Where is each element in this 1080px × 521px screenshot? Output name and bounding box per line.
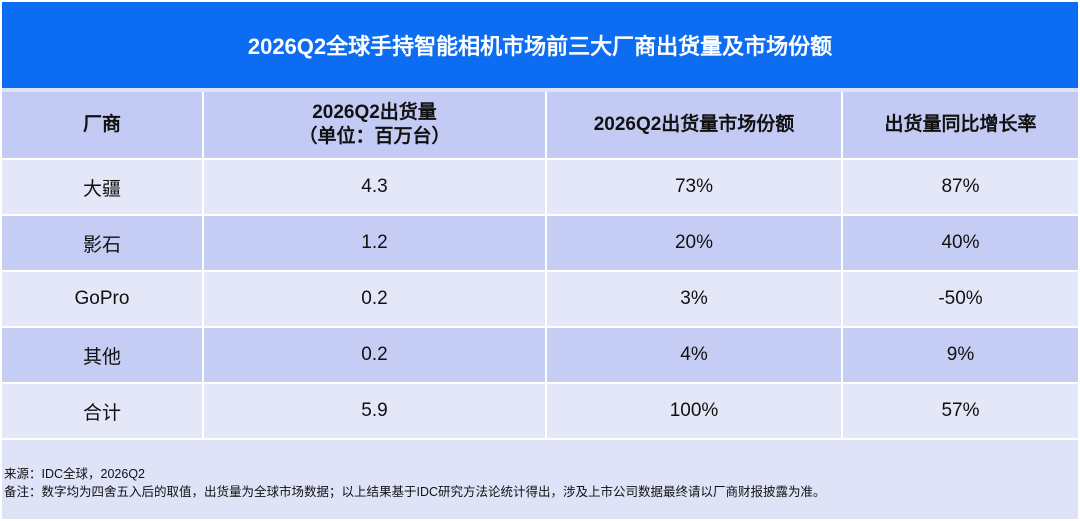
cell-share: 4% xyxy=(547,328,843,384)
table-row: GoPro 0.2 3% -50% xyxy=(2,272,1078,328)
table-title: 2026Q2全球手持智能相机市场前三大厂商出货量及市场份额 xyxy=(2,2,1078,88)
cell-vendor: 其他 xyxy=(2,328,204,384)
header-row: 厂商 2026Q2出货量 （单位：百万台） 2026Q2出货量市场份额 出货量同比… xyxy=(2,92,1078,160)
footer: 来源：IDC全球，2026Q2 备注：数字均为四舍五入后的取值，出货量为全球市场… xyxy=(4,465,1074,501)
table-row: 合计 5.9 100% 57% xyxy=(2,384,1078,440)
cell-growth: -50% xyxy=(843,272,1078,328)
table-row: 影石 1.2 20% 40% xyxy=(2,216,1078,272)
remark-note: 备注：数字均为四舍五入后的取值，出货量为全球市场数据；以上结果基于IDC研究方法… xyxy=(4,485,826,499)
cell-shipments: 5.9 xyxy=(204,384,547,440)
header-vendor: 厂商 xyxy=(2,92,204,160)
header-share: 2026Q2出货量市场份额 xyxy=(547,92,843,160)
table-row: 大疆 4.3 73% 87% xyxy=(2,160,1078,216)
cell-growth: 9% xyxy=(843,328,1078,384)
cell-growth: 40% xyxy=(843,216,1078,272)
cell-share: 73% xyxy=(547,160,843,216)
cell-growth: 87% xyxy=(843,160,1078,216)
cell-growth: 57% xyxy=(843,384,1078,440)
cell-share: 20% xyxy=(547,216,843,272)
cell-vendor: 合计 xyxy=(2,384,204,440)
header-growth: 出货量同比增长率 xyxy=(843,92,1078,160)
cell-shipments: 1.2 xyxy=(204,216,547,272)
shipment-table: 厂商 2026Q2出货量 （单位：百万台） 2026Q2出货量市场份额 出货量同比… xyxy=(2,92,1078,440)
cell-vendor: 大疆 xyxy=(2,160,204,216)
table-row: 其他 0.2 4% 9% xyxy=(2,328,1078,384)
cell-share: 3% xyxy=(547,272,843,328)
cell-share: 100% xyxy=(547,384,843,440)
source-note: 来源：IDC全球，2026Q2 xyxy=(4,467,146,481)
cell-vendor: 影石 xyxy=(2,216,204,272)
header-shipments: 2026Q2出货量 （单位：百万台） xyxy=(204,92,547,160)
cell-shipments: 0.2 xyxy=(204,272,547,328)
table-body: 大疆 4.3 73% 87% 影石 1.2 20% 40% GoPro 0.2 3% -50% 其他 0.… xyxy=(2,160,1078,440)
cell-shipments: 0.2 xyxy=(204,328,547,384)
cell-vendor: GoPro xyxy=(2,272,204,328)
cell-shipments: 4.3 xyxy=(204,160,547,216)
